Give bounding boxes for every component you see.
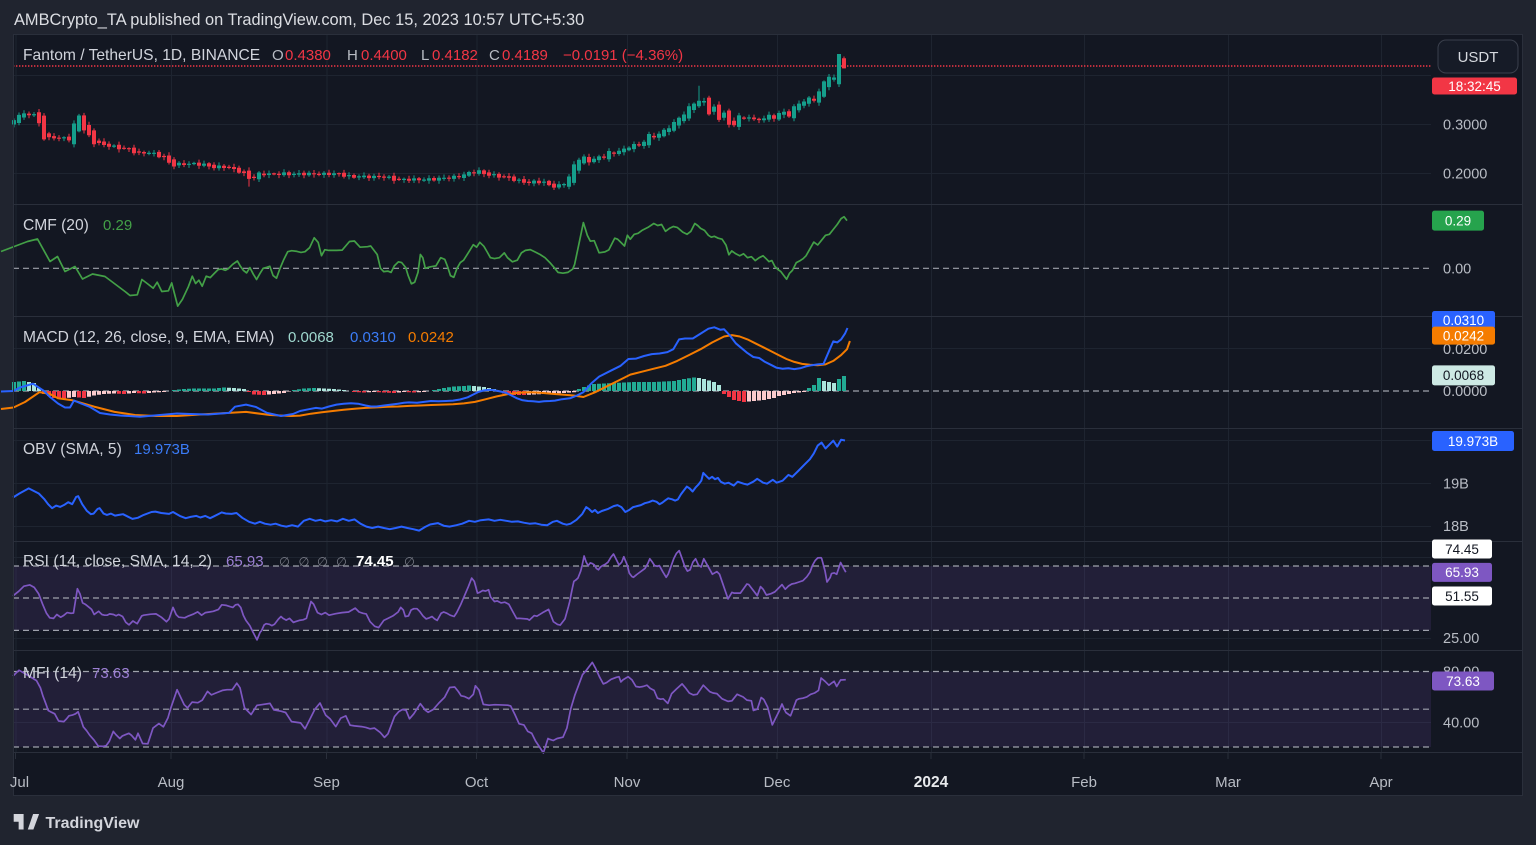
svg-text:18B: 18B	[1443, 519, 1469, 535]
svg-text:73.63: 73.63	[92, 665, 130, 682]
svg-text:O: O	[272, 47, 284, 64]
svg-text:Fantom / TetherUS, 1D, BINANCE: Fantom / TetherUS, 1D, BINANCE	[23, 47, 260, 64]
svg-text:0.0310: 0.0310	[1443, 313, 1484, 328]
svg-text:∅: ∅	[404, 555, 415, 569]
svg-text:0.4400: 0.4400	[361, 47, 407, 64]
svg-text:73.63: 73.63	[1446, 674, 1480, 689]
svg-text:C: C	[489, 47, 500, 64]
svg-text:0.29: 0.29	[1445, 213, 1471, 228]
svg-text:0.0068: 0.0068	[1443, 368, 1484, 383]
svg-text:19.973B: 19.973B	[1448, 434, 1498, 449]
svg-text:Aug: Aug	[158, 774, 185, 791]
svg-text:∅: ∅	[336, 555, 347, 569]
svg-text:19B: 19B	[1443, 477, 1469, 493]
svg-text:0.29: 0.29	[103, 217, 132, 234]
svg-text:RSI (14, close, SMA, 14, 2): RSI (14, close, SMA, 14, 2)	[23, 553, 212, 570]
svg-text:AMBCrypto_TA published on Trad: AMBCrypto_TA published on TradingView.co…	[14, 11, 584, 29]
svg-text:0.2000: 0.2000	[1443, 167, 1487, 183]
svg-text:CMF (20): CMF (20)	[23, 217, 89, 234]
svg-text:∅: ∅	[317, 555, 328, 569]
svg-text:0.0242: 0.0242	[1443, 328, 1484, 343]
svg-text:Sep: Sep	[313, 774, 340, 791]
svg-text:MACD (12, 26, close, 9, EMA, E: MACD (12, 26, close, 9, EMA, EMA)	[23, 329, 274, 346]
svg-text:0.4380: 0.4380	[285, 47, 331, 64]
svg-text:−0.0191 (−4.36%): −0.0191 (−4.36%)	[563, 47, 683, 64]
svg-text:74.45: 74.45	[1445, 542, 1479, 557]
svg-text:H: H	[347, 47, 358, 64]
svg-text:0.4189: 0.4189	[502, 47, 548, 64]
svg-text:OBV (SMA, 5): OBV (SMA, 5)	[23, 441, 122, 458]
svg-text:65.93: 65.93	[1445, 565, 1479, 580]
svg-text:USDT: USDT	[1458, 49, 1499, 66]
svg-text:∅: ∅	[279, 555, 290, 569]
svg-text:40.00: 40.00	[1443, 715, 1479, 731]
svg-text:65.93: 65.93	[226, 553, 264, 570]
svg-text:74.45: 74.45	[356, 553, 394, 570]
svg-text:0.00: 0.00	[1443, 261, 1471, 277]
svg-text:19.973B: 19.973B	[134, 441, 190, 458]
svg-text:TradingView: TradingView	[46, 815, 141, 832]
svg-text:0.3000: 0.3000	[1443, 118, 1487, 134]
svg-text:0.0000: 0.0000	[1443, 384, 1487, 400]
svg-text:L: L	[421, 47, 429, 64]
svg-text:Oct: Oct	[465, 774, 489, 791]
svg-text:0.0200: 0.0200	[1443, 342, 1487, 358]
svg-text:0.0310: 0.0310	[350, 329, 396, 346]
svg-text:Apr: Apr	[1369, 774, 1392, 791]
svg-text:51.55: 51.55	[1445, 589, 1479, 604]
svg-text:25.00: 25.00	[1443, 631, 1479, 647]
svg-text:0.0068: 0.0068	[288, 329, 334, 346]
svg-text:Feb: Feb	[1071, 774, 1097, 791]
svg-text:2024: 2024	[914, 774, 949, 791]
svg-text:Dec: Dec	[764, 774, 791, 791]
svg-text:∅: ∅	[299, 555, 310, 569]
svg-text:0.4182: 0.4182	[432, 47, 478, 64]
svg-text:18:32:45: 18:32:45	[1448, 79, 1501, 94]
svg-text:MFI (14): MFI (14)	[23, 665, 82, 682]
svg-text:0.0242: 0.0242	[408, 329, 454, 346]
svg-text:Jul: Jul	[10, 774, 29, 791]
svg-text:Nov: Nov	[614, 774, 641, 791]
svg-text:Mar: Mar	[1215, 774, 1241, 791]
